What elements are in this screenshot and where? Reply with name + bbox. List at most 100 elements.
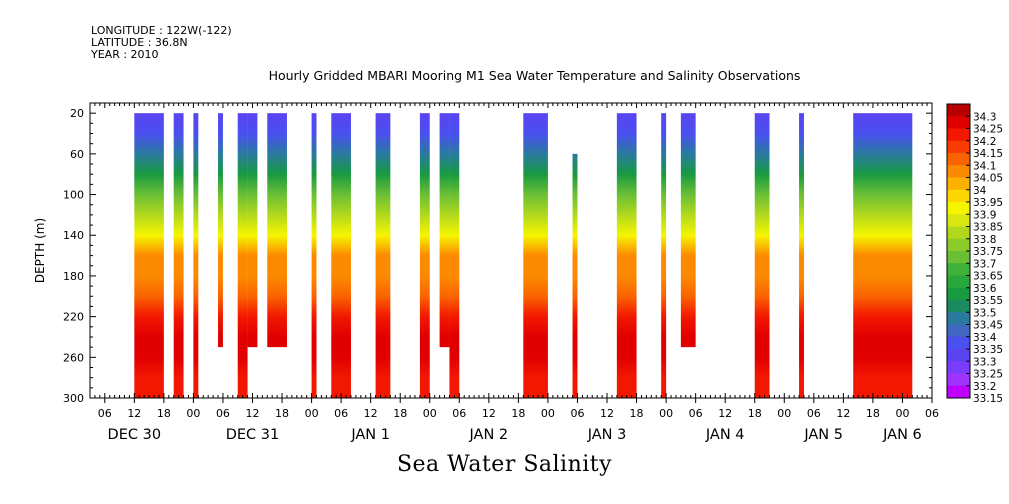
x-tick-label: 18 bbox=[630, 407, 644, 420]
colorbar-label: 34.05 bbox=[973, 173, 1003, 185]
x-day-label: JAN 1 bbox=[350, 427, 390, 443]
x-tick-label: 06 bbox=[570, 407, 584, 420]
y-tick-label: 180 bbox=[63, 270, 84, 283]
x-tick-label: 06 bbox=[925, 407, 939, 420]
x-day-label: JAN 5 bbox=[803, 427, 843, 443]
colorbar-label: 33.95 bbox=[973, 197, 1003, 209]
x-tick-label: 00 bbox=[186, 407, 200, 420]
colorbar-swatch bbox=[947, 300, 970, 313]
colorbar-label: 34.3 bbox=[973, 111, 996, 123]
colorbar-swatch bbox=[947, 116, 970, 129]
data-column bbox=[680, 113, 696, 348]
colorbar-swatch bbox=[947, 165, 970, 178]
colorbar-label: 34.15 bbox=[973, 148, 1003, 160]
x-tick-label: 12 bbox=[127, 407, 141, 420]
colorbar-label: 34.1 bbox=[973, 160, 996, 172]
data-column bbox=[572, 153, 578, 398]
x-tick-label: 06 bbox=[98, 407, 112, 420]
colorbar-label: 33.45 bbox=[973, 320, 1003, 332]
x-day-label: JAN 2 bbox=[469, 427, 509, 443]
y-tick-label: 220 bbox=[63, 311, 84, 324]
colorbar-label: 34.25 bbox=[973, 124, 1003, 136]
colorbar-swatch bbox=[947, 263, 970, 276]
data-column bbox=[449, 113, 460, 398]
x-tick-label: 06 bbox=[334, 407, 348, 420]
x-tick-label: 18 bbox=[866, 407, 880, 420]
colorbar-label: 33.7 bbox=[973, 258, 996, 270]
colorbar-label: 33.9 bbox=[973, 209, 996, 221]
colorbar-swatch bbox=[947, 177, 970, 191]
x-tick-label: 18 bbox=[157, 407, 171, 420]
x-tick-label: 12 bbox=[718, 407, 732, 420]
colorbar-label: 33.35 bbox=[973, 344, 1003, 356]
x-tick-label: 00 bbox=[895, 407, 909, 420]
x-tick-label: 06 bbox=[807, 407, 821, 420]
data-columns bbox=[134, 113, 913, 398]
x-axis: 06 12 18 00 06 12 18 00 06 12 18 00 06 12 18 00 06 12 18 00… bbox=[89, 103, 939, 443]
colorbar-swatch bbox=[947, 104, 970, 117]
colorbar-label: 33.6 bbox=[973, 283, 997, 295]
x-tick-label: 18 bbox=[748, 407, 762, 420]
x-day-label: DEC 31 bbox=[226, 427, 280, 443]
colorbar-swatch bbox=[947, 189, 970, 203]
data-column bbox=[853, 113, 913, 398]
x-tick-label: 06 bbox=[689, 407, 703, 420]
colorbar-swatch bbox=[947, 287, 970, 301]
x-tick-label: 18 bbox=[393, 407, 407, 420]
data-column bbox=[247, 113, 258, 348]
data-column bbox=[218, 113, 223, 348]
x-tick-label: 00 bbox=[305, 407, 319, 420]
y-tick-label: 100 bbox=[63, 189, 84, 202]
colorbar-swatch bbox=[947, 226, 970, 240]
colorbar-swatch bbox=[947, 128, 970, 142]
plot-frame bbox=[89, 102, 933, 399]
x-day-label: JAN 6 bbox=[882, 427, 922, 443]
colorbar-swatch bbox=[947, 373, 970, 387]
data-column bbox=[799, 113, 804, 398]
colorbar-label: 34 bbox=[973, 185, 987, 197]
y-tick-label: 300 bbox=[63, 392, 84, 405]
data-column bbox=[439, 113, 450, 348]
colorbar-swatch bbox=[947, 324, 970, 338]
colorbar-label: 33.25 bbox=[973, 369, 1003, 381]
colorbar-swatch bbox=[947, 385, 970, 399]
data-column bbox=[331, 113, 351, 398]
colorbar: 33.1533.233.2533.333.3533.433.4533.533.5… bbox=[946, 103, 1003, 405]
colorbar-swatch bbox=[947, 251, 970, 264]
data-column bbox=[193, 113, 199, 398]
data-column bbox=[661, 113, 667, 398]
x-tick-label: 12 bbox=[364, 407, 378, 420]
x-tick-label: 12 bbox=[482, 407, 496, 420]
variable-label: Sea Water Salinity bbox=[396, 452, 613, 477]
x-tick-label: 00 bbox=[777, 407, 791, 420]
x-tick-label: 18 bbox=[511, 407, 525, 420]
colorbar-swatch bbox=[947, 140, 970, 154]
x-day-label: JAN 3 bbox=[587, 427, 627, 443]
colorbar-swatch bbox=[947, 153, 970, 166]
colorbar-label: 34.2 bbox=[973, 136, 996, 148]
colorbar-label: 33.5 bbox=[973, 307, 996, 319]
y-axis-label: DEPTH (m) bbox=[33, 218, 47, 283]
plot-title: Hourly Gridded MBARI Mooring M1 Sea Wate… bbox=[268, 68, 801, 83]
colorbar-swatch bbox=[947, 275, 970, 289]
y-tick-label: 140 bbox=[63, 229, 84, 242]
x-tick-label: 06 bbox=[452, 407, 466, 420]
colorbar-swatch bbox=[947, 336, 970, 350]
x-tick-label: 18 bbox=[275, 407, 289, 420]
y-tick-label: 20 bbox=[70, 107, 84, 120]
colorbar-label: 33.75 bbox=[973, 246, 1003, 258]
latitude-label: LATITUDE : 36.8N bbox=[91, 36, 188, 49]
colorbar-swatch bbox=[947, 238, 970, 252]
colorbar-label: 33.65 bbox=[973, 271, 1003, 283]
x-tick-label: 12 bbox=[836, 407, 850, 420]
colorbar-label: 33.85 bbox=[973, 222, 1003, 234]
colorbar-swatch bbox=[947, 214, 970, 227]
x-tick-label: 00 bbox=[659, 407, 673, 420]
longitude-label: LONGITUDE : 122W(-122) bbox=[91, 24, 232, 37]
data-column bbox=[523, 113, 548, 398]
colorbar-swatch bbox=[947, 349, 970, 362]
x-tick-label: 06 bbox=[216, 407, 230, 420]
data-column bbox=[375, 113, 391, 398]
colorbar-swatch bbox=[947, 361, 970, 374]
